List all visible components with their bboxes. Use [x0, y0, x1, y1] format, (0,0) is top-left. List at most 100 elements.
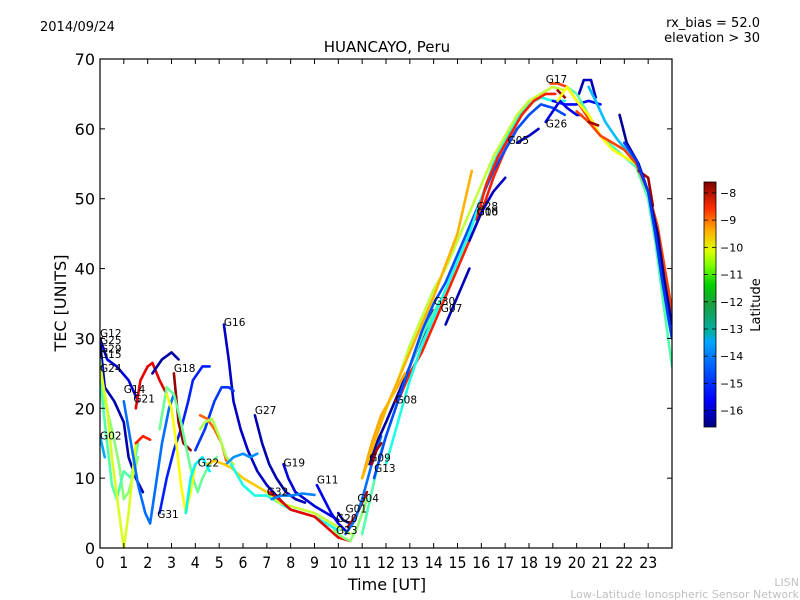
series-line-g02	[100, 434, 107, 459]
series-line-g30b	[384, 96, 567, 466]
prn-label-g01: G01	[346, 503, 368, 515]
prn-label-g11: G11	[317, 475, 339, 487]
prn-label-g15: G15	[100, 349, 122, 361]
prn-label-g14: G14	[124, 384, 146, 396]
x-tick-label: 9	[310, 553, 319, 572]
colorbar-tick-label: −10	[720, 241, 743, 254]
colorbar-tick-label: −13	[720, 323, 743, 336]
prn-label-g06: G06	[477, 207, 499, 219]
series-line-g07	[444, 267, 471, 326]
y-tick-label: 60	[75, 120, 95, 139]
series-line-g19	[282, 462, 340, 522]
y-tick-label: 70	[75, 50, 95, 69]
x-tick-label: 6	[239, 553, 248, 572]
x-tick-label: 15	[449, 553, 467, 572]
y-tick-label: 0	[85, 539, 95, 558]
series-line-g22b	[198, 417, 235, 466]
series-line-g14	[122, 392, 176, 525]
prn-label-g08: G08	[396, 394, 418, 406]
colorbar-tick-label: −11	[720, 269, 743, 282]
x-tick-label: 0	[96, 553, 105, 572]
colorbar-ticks: −8 −9 −10 −11 −12 −13 −14 −15 −16	[704, 187, 743, 418]
x-axis-ticks: 0 1 2 3 4 5 6 7 8 9 10 11 12 13 14 15 16 17 18 19 20 21 22 23	[96, 59, 657, 572]
y-axis-label: TEC [UNITS]	[51, 255, 70, 353]
series-line-g30c	[365, 85, 567, 466]
series-line-g30	[372, 103, 567, 480]
series-line-g12	[100, 337, 140, 403]
series-layer	[100, 78, 672, 548]
series-line-g27	[253, 413, 307, 504]
series-line-g30e	[475, 92, 557, 221]
series-line-g31	[158, 365, 211, 515]
elevation-label: elevation > 30	[664, 31, 760, 46]
prn-label-g05: G05	[508, 135, 529, 147]
x-tick-label: 3	[167, 553, 176, 572]
x-tick-label: 21	[592, 553, 610, 572]
x-tick-label: 19	[544, 553, 562, 572]
prn-label-g26: G26	[546, 119, 568, 131]
series-line-g31b	[151, 351, 180, 375]
prn-label-g21: G21	[133, 394, 155, 406]
colorbar-tick-label: −14	[720, 350, 743, 363]
x-tick-label: 14	[425, 553, 443, 572]
series-line-g22c	[225, 452, 259, 466]
x-tick-label: 12	[377, 553, 395, 572]
x-axis-label: Time [UT]	[347, 575, 426, 594]
x-tick-label: 18	[520, 553, 538, 572]
x-tick-label: 17	[496, 553, 514, 572]
prn-label-g23: G23	[336, 525, 358, 537]
series-line-g30d	[360, 169, 474, 480]
colorbar	[703, 181, 717, 428]
prn-label-g24: G24	[100, 363, 122, 375]
prn-label-g09: G09	[369, 452, 391, 464]
colorbar-tick-label: −8	[720, 187, 736, 200]
prn-label-g10: G10	[477, 207, 499, 219]
prn-label-g22: G22	[198, 457, 220, 469]
prn-label-g19: G19	[284, 457, 306, 469]
series-line-g27b	[229, 462, 340, 532]
series-line-g18c	[165, 392, 197, 515]
prn-label-g13: G13	[374, 463, 396, 475]
colorbar-tick-label: −16	[720, 405, 743, 418]
x-tick-label: 5	[215, 553, 224, 572]
series-line-g32c	[270, 492, 316, 501]
series-line-g17e	[587, 85, 672, 340]
y-tick-label: 10	[75, 469, 95, 488]
y-tick-label: 40	[75, 260, 95, 279]
prn-label-g18: G18	[174, 363, 196, 375]
prn-label-g25: G25	[100, 335, 122, 347]
series-line-g28	[468, 176, 507, 242]
prn-label-g16: G16	[224, 317, 246, 329]
prn-label-g30: G30	[434, 296, 456, 308]
series-line-g17l	[622, 141, 672, 340]
x-tick-label: 7	[262, 553, 271, 572]
rx-bias-label: rx_bias = 52.0	[666, 16, 760, 31]
series-line-g21b	[134, 434, 152, 445]
series-line-g16	[222, 323, 288, 508]
x-tick-label: 16	[472, 553, 490, 572]
prn-label-g07: G07	[441, 303, 463, 315]
prn-label-g31: G31	[157, 509, 179, 521]
date-label: 2014/09/24	[40, 20, 115, 35]
y-tick-label: 50	[75, 190, 95, 209]
x-tick-label: 20	[568, 553, 586, 572]
y-axis-ticks: 0 10 20 30 40 50 60 70	[75, 50, 672, 558]
prn-label-g32: G32	[267, 487, 289, 499]
y-tick-label: 30	[75, 329, 95, 348]
prn-label-g28: G28	[477, 201, 499, 213]
prn-label-g12: G12	[100, 328, 122, 340]
prn-label-g17: G17	[546, 74, 568, 86]
credit-long: Low-Latitude Ionospheric Sensor Network	[570, 588, 799, 600]
series-line-g22d	[206, 459, 269, 494]
credit-short: LISN	[774, 576, 799, 589]
chart-title: HUANCAYO, Peru	[324, 38, 450, 56]
prn-label-g04: G04	[357, 493, 379, 505]
colorbar-label: Latitude	[749, 278, 764, 332]
series-line-g21	[134, 361, 168, 410]
series-line-g10	[360, 372, 407, 480]
prn-label-g20: G20	[336, 513, 358, 525]
series-line-g17c	[551, 99, 602, 106]
prn-label-g02: G02	[100, 431, 122, 443]
